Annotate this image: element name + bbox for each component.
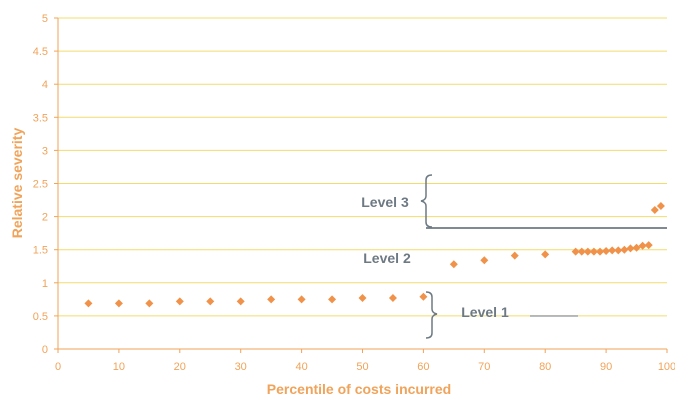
y-tick-label: 2.5 [33,179,48,191]
axes [54,17,668,353]
level-1-brace [425,291,438,339]
y-tick-label: 4 [42,79,48,91]
level-3-label: Level 3 [361,194,409,210]
y-tick-label: 0.5 [33,311,48,323]
data-point [577,247,586,256]
data-point [541,250,550,259]
x-tick-label: 100 [658,361,675,373]
x-tick-label: 90 [600,361,612,373]
data-point [638,241,647,250]
data-point [571,247,580,256]
x-tick-label: 60 [417,361,429,373]
data-point [236,297,245,306]
y-tick-label: 1 [42,278,48,290]
x-tick-label: 40 [295,361,307,373]
data-point [358,294,367,303]
y-tick-label: 4.5 [33,46,48,58]
x-tick-label: 80 [539,361,551,373]
y-tick-label: 3 [42,145,48,157]
data-point [583,247,592,256]
gridlines [58,17,667,317]
data-point [419,292,428,301]
data-point [596,247,605,256]
data-point [510,251,519,260]
data-point [145,299,154,308]
data-point [449,260,458,269]
x-tick-labels: 0 10 20 30 40 50 60 70 80 90 100 [55,361,675,373]
data-point [175,297,184,306]
x-tick-label: 0 [55,361,61,373]
data-point [328,295,337,304]
data-point [608,246,617,255]
x-tick-label: 70 [478,361,490,373]
y-tick-label: 0 [42,344,48,356]
y-tick-label: 5 [42,13,48,25]
data-point [267,295,276,304]
y-tick-label: 3.5 [33,112,48,124]
data-point [589,247,598,256]
x-tick-label: 50 [356,361,368,373]
x-tick-label: 30 [235,361,247,373]
y-tick-labels: 0 0.5 1 1.5 2 2.5 3 3.5 4 4.5 5 [33,13,48,356]
data-point [206,297,215,306]
data-point [644,241,653,250]
data-point [614,246,623,255]
data-point [602,247,611,256]
data-point [84,299,93,308]
y-tick-label: 2 [42,212,48,224]
data-point [388,294,397,303]
x-axis-title: Percentile of costs incurred [267,381,451,397]
data-point [650,205,659,214]
x-tick-label: 20 [174,361,186,373]
y-axis-title: Relative severity [9,128,25,239]
data-point [632,243,641,252]
y-tick-label: 1.5 [33,245,48,257]
level-1-label: Level 1 [461,304,509,320]
data-point [656,202,665,211]
data-point [297,295,306,304]
x-tick-label: 10 [113,361,125,373]
data-points [84,202,665,308]
level-2-label: Level 2 [363,250,411,266]
data-point [626,244,635,253]
data-point [480,256,489,265]
level-brackets [420,174,667,339]
data-point [620,245,629,254]
level-3-brace [420,174,433,228]
data-point [114,299,123,308]
